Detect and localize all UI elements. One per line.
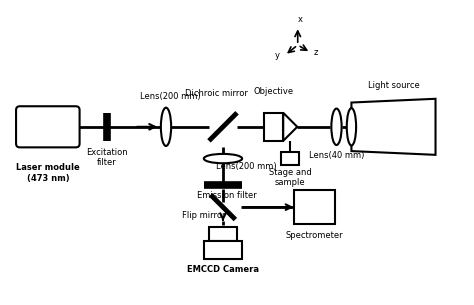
Text: Laser module
(473 nm): Laser module (473 nm) <box>16 163 80 183</box>
Text: Lens(200 mm): Lens(200 mm) <box>216 162 277 171</box>
Bar <box>210 227 237 241</box>
Text: Flip mirror: Flip mirror <box>182 211 225 220</box>
Text: Lens(40 mm): Lens(40 mm) <box>309 151 364 160</box>
Text: Excitation
filter: Excitation filter <box>86 148 128 167</box>
Text: z: z <box>314 48 318 57</box>
Ellipse shape <box>204 154 242 163</box>
Text: Spectrometer: Spectrometer <box>285 231 343 240</box>
Text: Dichroic mirror: Dichroic mirror <box>184 89 247 98</box>
Polygon shape <box>351 99 436 155</box>
Text: EMCCD Camera: EMCCD Camera <box>187 265 259 274</box>
Bar <box>204 241 242 259</box>
Bar <box>293 190 335 224</box>
Polygon shape <box>283 113 297 141</box>
Text: Light source: Light source <box>368 81 419 90</box>
Bar <box>282 152 299 165</box>
Text: Stage and
sample: Stage and sample <box>269 168 311 187</box>
Text: Emission filter: Emission filter <box>197 191 256 200</box>
Ellipse shape <box>331 109 342 145</box>
Text: Lens(200 mm): Lens(200 mm) <box>140 92 201 101</box>
Bar <box>264 113 283 141</box>
Ellipse shape <box>161 108 171 146</box>
FancyBboxPatch shape <box>16 106 80 147</box>
Text: x: x <box>298 15 303 23</box>
Text: y: y <box>275 51 280 60</box>
Ellipse shape <box>347 108 356 145</box>
Text: Objective: Objective <box>254 88 293 96</box>
